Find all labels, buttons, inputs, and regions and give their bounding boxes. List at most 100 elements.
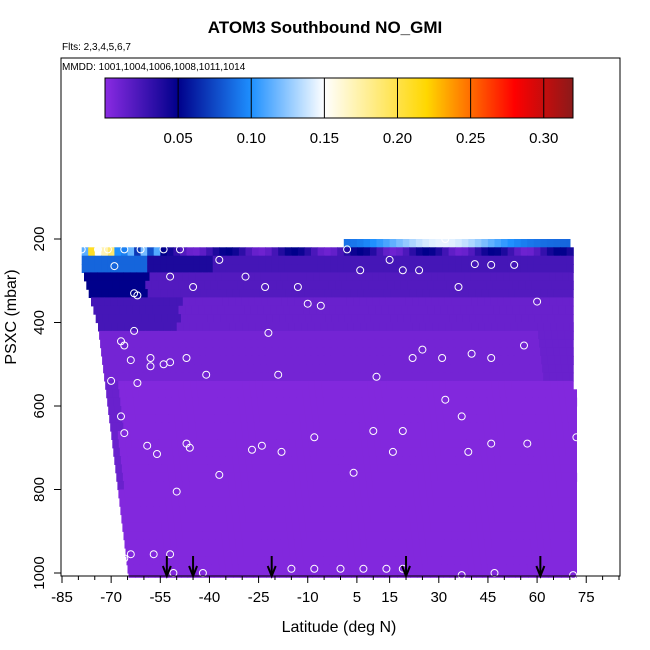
field-cell	[423, 355, 431, 365]
field-cell	[442, 514, 450, 524]
field-cell	[540, 239, 548, 248]
field-cell	[139, 339, 147, 349]
observation-point	[533, 297, 542, 306]
field-cell	[461, 347, 469, 357]
field-cell	[538, 389, 546, 399]
field-cell	[251, 347, 259, 357]
field-cell	[128, 514, 136, 524]
field-cell	[554, 464, 562, 474]
field-cell	[292, 355, 300, 365]
field-cell	[238, 456, 246, 465]
field-cell	[207, 414, 215, 424]
field-cell	[496, 364, 504, 374]
field-cell	[233, 464, 241, 474]
field-cell	[411, 531, 419, 541]
field-cell	[201, 472, 209, 482]
field-cell	[285, 355, 293, 365]
field-cell	[385, 372, 394, 382]
field-cell	[450, 414, 458, 424]
field-cell	[125, 280, 133, 290]
field-cell	[350, 347, 358, 357]
field-cell	[532, 305, 540, 315]
field-cell	[368, 339, 376, 349]
field-cell	[171, 548, 179, 557]
field-cell	[162, 531, 170, 541]
field-cell	[325, 573, 333, 578]
field-cell	[225, 255, 233, 265]
field-cell	[516, 531, 524, 541]
x-tick-label: -55	[149, 589, 171, 606]
field-cell	[213, 464, 221, 474]
field-cell	[351, 314, 359, 324]
field-cell	[396, 247, 404, 257]
field-cell	[185, 397, 193, 407]
field-cell	[141, 573, 149, 578]
field-cell	[150, 322, 158, 332]
field-cell	[297, 255, 306, 265]
field-cell	[357, 464, 365, 474]
field-cell	[426, 380, 434, 390]
field-cell	[223, 489, 231, 499]
field-cell	[339, 472, 347, 482]
field-cell	[287, 272, 295, 282]
field-cell	[285, 514, 293, 524]
field-cell	[486, 305, 494, 315]
field-cell	[322, 497, 330, 507]
field-cell	[374, 330, 382, 340]
field-cell	[478, 380, 486, 390]
field-cell	[514, 456, 522, 465]
field-cell	[423, 414, 431, 424]
field-cell	[183, 489, 192, 499]
field-cell	[278, 255, 286, 265]
field-cell	[135, 414, 143, 424]
field-cell	[293, 272, 301, 282]
field-cell	[223, 380, 231, 390]
field-cell	[311, 464, 320, 474]
field-cell	[390, 514, 398, 524]
field-cell	[401, 305, 409, 315]
field-cell	[482, 314, 490, 324]
field-cell	[244, 397, 252, 407]
field-cell	[369, 556, 377, 566]
field-cell	[187, 289, 195, 298]
field-cell	[512, 548, 520, 557]
field-cell	[353, 372, 361, 382]
field-cell	[203, 489, 211, 499]
field-cell	[353, 297, 361, 307]
field-cell	[288, 322, 296, 332]
field-cell	[174, 464, 182, 474]
field-cell	[503, 272, 511, 282]
field-cell	[523, 481, 531, 491]
field-cell	[337, 406, 345, 415]
field-cell	[521, 355, 529, 365]
field-cell	[274, 297, 282, 307]
field-cell	[217, 280, 225, 290]
field-cell	[159, 339, 167, 349]
field-cell	[221, 472, 229, 482]
field-cell	[303, 339, 311, 349]
field-cell	[433, 389, 441, 399]
field-cell	[277, 447, 285, 457]
field-cell	[387, 548, 395, 557]
field-cell	[167, 514, 175, 524]
field-cell	[428, 456, 437, 465]
field-cell	[479, 548, 487, 557]
field-cell	[562, 531, 570, 541]
field-cell	[553, 514, 562, 524]
field-cell	[396, 456, 404, 465]
field-cell	[237, 305, 245, 315]
field-cell	[547, 406, 555, 415]
field-cell	[427, 389, 435, 399]
field-cell	[441, 347, 449, 357]
field-cell	[115, 314, 123, 324]
field-cell	[452, 539, 460, 549]
field-cell	[509, 414, 517, 424]
field-cell	[349, 339, 357, 349]
field-cell	[351, 522, 359, 532]
field-cell	[322, 305, 330, 315]
field-cell	[156, 372, 164, 382]
field-cell	[263, 439, 271, 449]
field-cell	[168, 414, 176, 424]
field-cell	[534, 573, 542, 578]
field-cell	[178, 389, 186, 399]
